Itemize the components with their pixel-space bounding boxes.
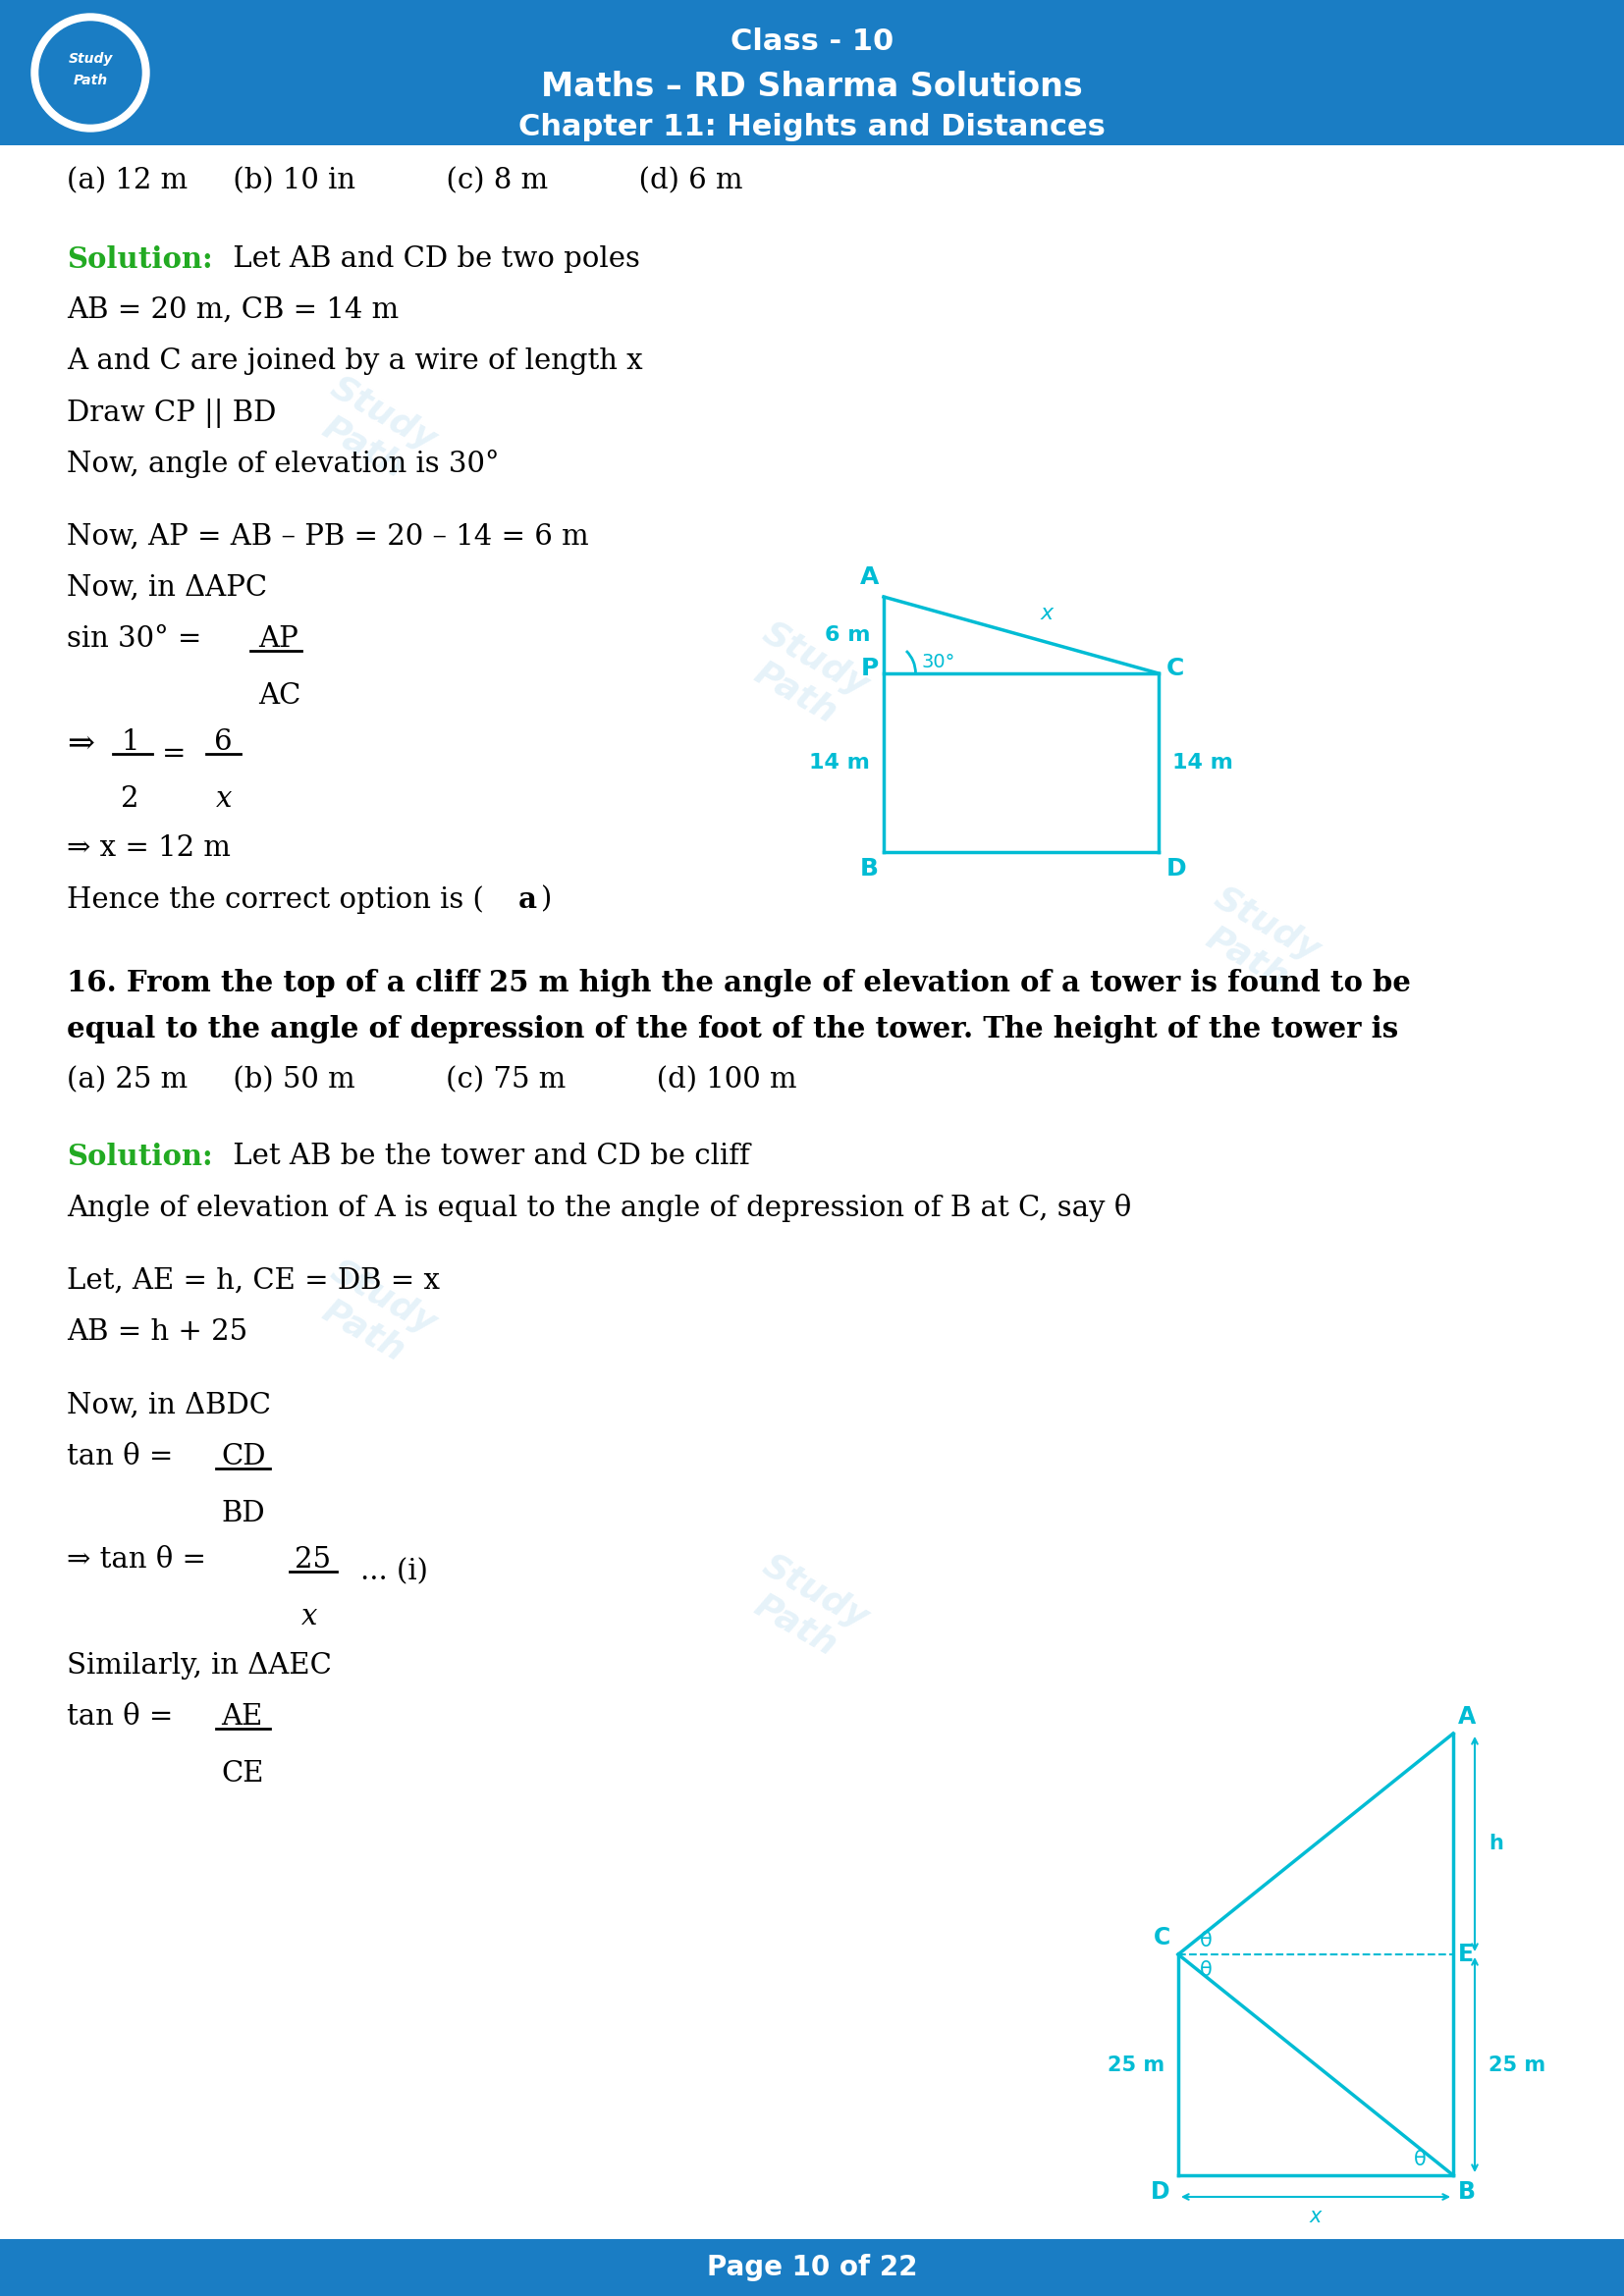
- Text: Let, AE = h, CE = DB = x: Let, AE = h, CE = DB = x: [67, 1267, 440, 1295]
- Text: 14 m: 14 m: [1173, 753, 1233, 771]
- Text: AB = h + 25: AB = h + 25: [67, 1318, 247, 1345]
- Text: ⇒ tan θ =: ⇒ tan θ =: [67, 1545, 206, 1573]
- Text: ... (i): ... (i): [361, 1557, 429, 1584]
- Text: Angle of elevation of A is equal to the angle of depression of B at C, say θ: Angle of elevation of A is equal to the …: [67, 1194, 1132, 1221]
- Text: Similarly, in ΔAEC: Similarly, in ΔAEC: [67, 1653, 331, 1681]
- Text: h: h: [1489, 1835, 1504, 1853]
- Text: 6 m: 6 m: [825, 625, 870, 645]
- Text: Let AB be the tower and CD be cliff: Let AB be the tower and CD be cliff: [224, 1143, 750, 1171]
- Text: 25 m: 25 m: [1489, 2055, 1546, 2076]
- Text: x: x: [1041, 604, 1054, 622]
- Text: BD: BD: [221, 1499, 265, 1527]
- Text: 25: 25: [294, 1545, 331, 1573]
- Text: Class - 10: Class - 10: [731, 28, 893, 55]
- Text: Study
Path: Study Path: [305, 1254, 442, 1375]
- Text: 25 m: 25 m: [1108, 2055, 1164, 2076]
- Text: Draw CP || BD: Draw CP || BD: [67, 400, 276, 427]
- Text: Chapter 11: Heights and Distances: Chapter 11: Heights and Distances: [518, 113, 1106, 142]
- Text: C: C: [1153, 1926, 1171, 1949]
- Text: 1: 1: [120, 728, 140, 755]
- Text: P: P: [861, 657, 879, 680]
- FancyBboxPatch shape: [0, 2239, 1624, 2296]
- Text: 2: 2: [120, 785, 140, 813]
- Text: A: A: [859, 565, 879, 590]
- Text: Now, angle of elevation is 30°: Now, angle of elevation is 30°: [67, 450, 499, 478]
- Text: sin 30° =: sin 30° =: [67, 625, 201, 652]
- Text: equal to the angle of depression of the foot of the tower. The height of the tow: equal to the angle of depression of the …: [67, 1015, 1398, 1042]
- Text: Let AB and CD be two poles: Let AB and CD be two poles: [224, 246, 640, 273]
- Text: Now, in ΔAPC: Now, in ΔAPC: [67, 574, 268, 602]
- Text: AB = 20 m, CB = 14 m: AB = 20 m, CB = 14 m: [67, 296, 400, 324]
- Text: Hence the correct option is (: Hence the correct option is (: [67, 886, 484, 914]
- Text: x: x: [216, 785, 232, 813]
- Circle shape: [31, 14, 149, 131]
- Text: θ: θ: [1200, 1931, 1213, 1952]
- Text: D: D: [1151, 2181, 1171, 2204]
- FancyBboxPatch shape: [0, 0, 1624, 145]
- Text: 30°: 30°: [921, 652, 955, 670]
- Text: Study
Path: Study Path: [737, 615, 874, 737]
- Text: ⇒ x = 12 m: ⇒ x = 12 m: [67, 833, 231, 861]
- Text: θ: θ: [1415, 2149, 1426, 2170]
- Text: 16. From the top of a cliff 25 m high the angle of elevation of a tower is found: 16. From the top of a cliff 25 m high th…: [67, 969, 1411, 996]
- Text: ): ): [541, 886, 552, 914]
- Text: Study: Study: [68, 53, 112, 67]
- Text: CE: CE: [221, 1761, 263, 1789]
- Text: x: x: [302, 1603, 318, 1630]
- Text: tan θ =: tan θ =: [67, 1442, 174, 1469]
- Text: A: A: [1458, 1706, 1476, 1729]
- Text: CD: CD: [221, 1442, 266, 1469]
- Text: Solution:: Solution:: [67, 1143, 213, 1171]
- Text: Page 10 of 22: Page 10 of 22: [706, 2255, 918, 2282]
- Text: a: a: [518, 886, 538, 914]
- Text: tan θ =: tan θ =: [67, 1704, 174, 1731]
- Text: A and C are joined by a wire of length x: A and C are joined by a wire of length x: [67, 347, 643, 374]
- Text: (a) 12 m     (b) 10 in          (c) 8 m          (d) 6 m: (a) 12 m (b) 10 in (c) 8 m (d) 6 m: [67, 168, 742, 195]
- Text: x: x: [1309, 2206, 1322, 2227]
- Text: Path: Path: [73, 73, 107, 87]
- Text: Study
Path: Study Path: [737, 1548, 874, 1669]
- Circle shape: [39, 21, 141, 124]
- Text: (a) 25 m     (b) 50 m          (c) 75 m          (d) 100 m: (a) 25 m (b) 50 m (c) 75 m (d) 100 m: [67, 1065, 797, 1093]
- Text: ⇒: ⇒: [67, 728, 94, 760]
- Text: E: E: [1458, 1942, 1475, 1965]
- Text: AC: AC: [258, 682, 300, 709]
- Text: D: D: [1166, 856, 1187, 879]
- Text: 6: 6: [214, 728, 232, 755]
- Text: Solution:: Solution:: [67, 246, 213, 273]
- Text: Maths – RD Sharma Solutions: Maths – RD Sharma Solutions: [541, 71, 1083, 103]
- Text: θ: θ: [1200, 1961, 1213, 1979]
- Text: Now, in ΔBDC: Now, in ΔBDC: [67, 1391, 271, 1419]
- Text: Now, AP = AB – PB = 20 – 14 = 6 m: Now, AP = AB – PB = 20 – 14 = 6 m: [67, 523, 590, 551]
- Text: B: B: [861, 856, 879, 879]
- Text: 14 m: 14 m: [809, 753, 870, 771]
- Text: =: =: [162, 739, 187, 767]
- Text: B: B: [1458, 2181, 1476, 2204]
- Text: C: C: [1166, 657, 1184, 680]
- Text: AE: AE: [221, 1704, 263, 1731]
- Text: Study
Path: Study Path: [1189, 882, 1325, 1001]
- Text: AP: AP: [258, 625, 299, 652]
- Text: Study
Path: Study Path: [305, 370, 442, 491]
